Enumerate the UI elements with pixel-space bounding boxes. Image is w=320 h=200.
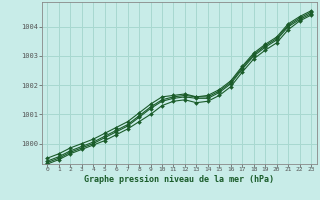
X-axis label: Graphe pression niveau de la mer (hPa): Graphe pression niveau de la mer (hPa) [84, 175, 274, 184]
